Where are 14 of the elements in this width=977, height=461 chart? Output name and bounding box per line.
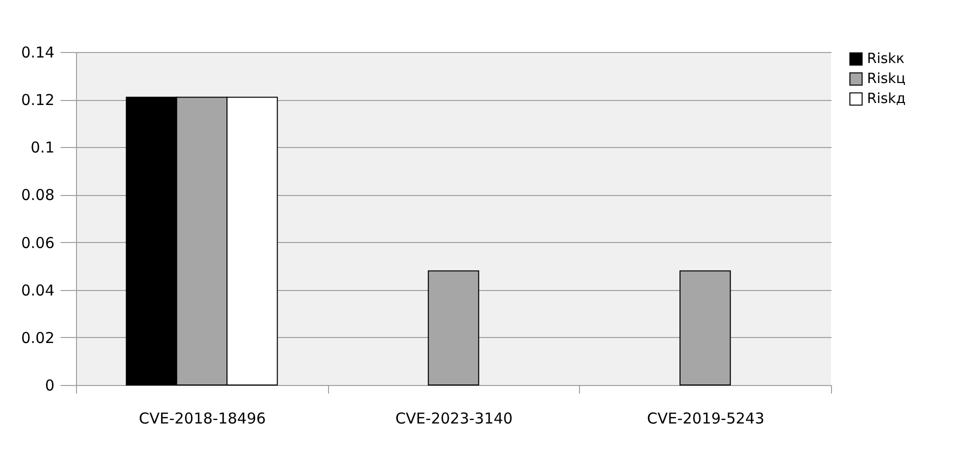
legend-label: Riskд (867, 91, 906, 107)
y-tick-label: 0 (44, 376, 54, 394)
y-tick-label: 0.06 (21, 234, 54, 252)
y-tick-label: 0.14 (21, 44, 54, 62)
y-tick-label: 0.04 (21, 281, 54, 300)
legend-label: Riskц (867, 71, 906, 87)
y-tick-label: 0.1 (30, 138, 54, 157)
x-tick-label: CVE-2019-5243 (646, 410, 764, 428)
legend-label: Riskк (867, 51, 904, 67)
y-tick-label: 0.02 (21, 328, 54, 347)
y-tick-label: 0.12 (21, 91, 54, 110)
x-tick-label: CVE-2018-18496 (138, 410, 266, 428)
x-tick-label: CVE-2023-3140 (395, 410, 513, 428)
y-tick-label: 0.08 (21, 186, 54, 204)
